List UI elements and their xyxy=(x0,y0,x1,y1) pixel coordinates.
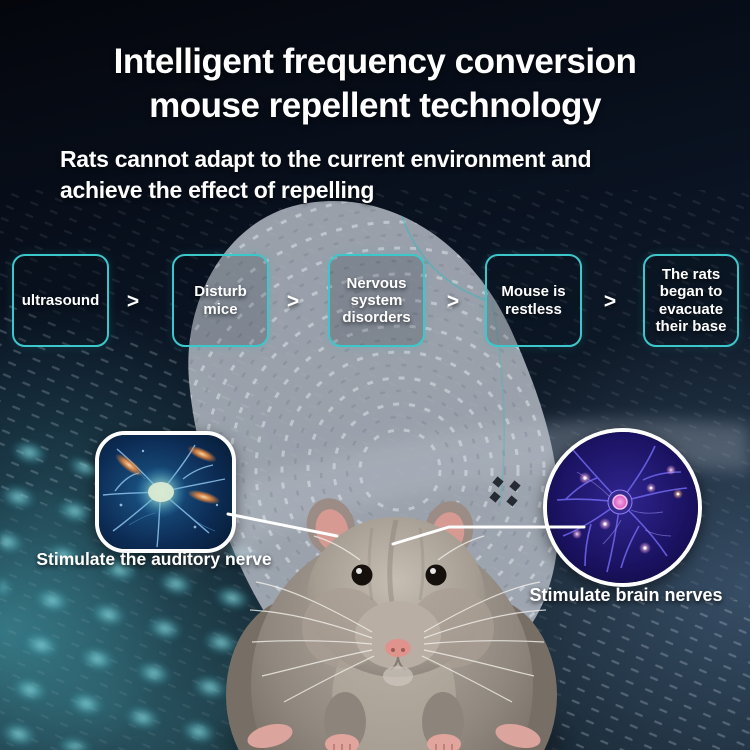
flow-arrow-icon: > xyxy=(603,290,617,313)
device-buttons xyxy=(489,476,521,507)
brain-nerve-neuron-photo xyxy=(543,428,702,587)
flow-step-mouse-restless: Mouse is restless xyxy=(485,254,582,347)
rat-whiskers xyxy=(249,535,547,703)
flow-step-label: Disturb mice xyxy=(194,283,247,318)
rat-photo xyxy=(222,498,562,750)
auditory-nerve-neuron-photo xyxy=(95,431,236,553)
flow-arrow-icon: > xyxy=(286,290,300,313)
rat-paws xyxy=(325,734,461,750)
flow-step-label: ultrasound xyxy=(21,291,100,309)
flow-arrow-icon: > xyxy=(446,290,460,313)
flow-step-evacuate: The rats began to evacuate their base xyxy=(643,254,739,347)
flow-step-label: The rats began to evacuate their base xyxy=(655,266,727,335)
flow-step-disturb-mice: Disturb mice xyxy=(172,254,269,347)
auditory-nerve-label: Stimulate the auditory nerve xyxy=(36,549,272,569)
flow-step-label: Mouse is restless xyxy=(501,283,566,318)
teal-dot-glow-field xyxy=(0,420,280,750)
page-title: Intelligent frequency conversion mouse r… xyxy=(0,40,750,129)
neuron-purple-art xyxy=(547,432,698,583)
subtitle-line-2: achieve the effect of repelling xyxy=(60,177,375,204)
rat-eyes xyxy=(351,564,447,586)
flow-step-ultrasound: ultrasound xyxy=(12,254,109,347)
title-line-1: Intelligent frequency conversion xyxy=(113,42,637,81)
title-line-2: mouse repellent technology xyxy=(149,86,601,126)
neuron-blue-art xyxy=(99,435,232,549)
subtitle: Rats cannot adapt to the current environ… xyxy=(60,144,705,206)
flow-step-nervous-system: Nervous system disorders xyxy=(328,254,425,347)
brain-nerve-label: Stimulate brain nerves xyxy=(529,585,723,605)
flow-step-label: Nervous system disorders xyxy=(342,274,411,327)
flow-arrow-icon: > xyxy=(126,290,140,313)
subtitle-line-1: Rats cannot adapt to the current environ… xyxy=(60,146,592,172)
rat-nose xyxy=(385,639,411,657)
